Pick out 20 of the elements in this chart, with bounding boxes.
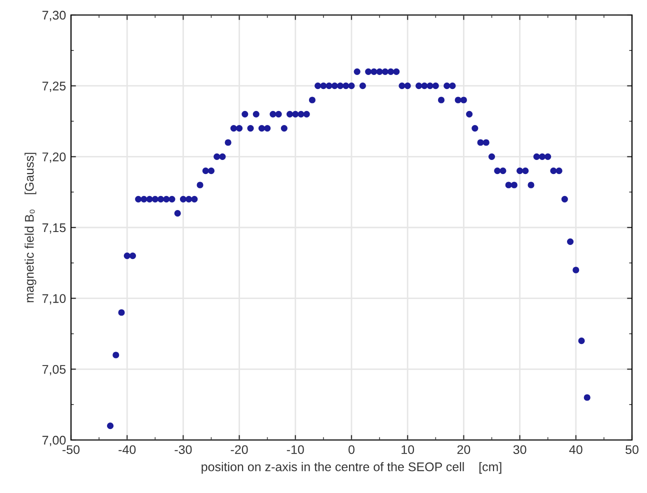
y-tick-label: 7,25	[42, 82, 66, 92]
x-tick-label: 30	[513, 445, 526, 454]
x-tick-label: -40	[118, 445, 136, 454]
y-tick-label: 7,15	[42, 223, 66, 234]
x-tick-label: -20	[230, 445, 248, 454]
x-tick-label: 20	[457, 445, 470, 454]
y-tick-label: 7,10	[42, 294, 66, 304]
y-tick-label: 7,05	[42, 364, 66, 376]
y-tick-label: 7,20	[42, 152, 66, 163]
x-tick-label: 0	[348, 445, 354, 454]
x-axis-title: position on z-axis in the centre of the SEOP cell [cm]	[202, 462, 502, 474]
x-tick-label: 40	[569, 445, 582, 454]
y-axis-title: magnetic field B₀ [Gauss]	[24, 152, 36, 302]
x-tick-label: -10	[286, 445, 304, 454]
x-tick-label: 10	[402, 445, 414, 454]
x-tick-label: -50	[62, 445, 80, 454]
y-tick-label: 7,00	[42, 436, 66, 446]
x-tick-label: -30	[174, 445, 192, 454]
y-tick-label: 7,30	[42, 10, 66, 22]
x-tick-label: 50	[626, 445, 638, 454]
